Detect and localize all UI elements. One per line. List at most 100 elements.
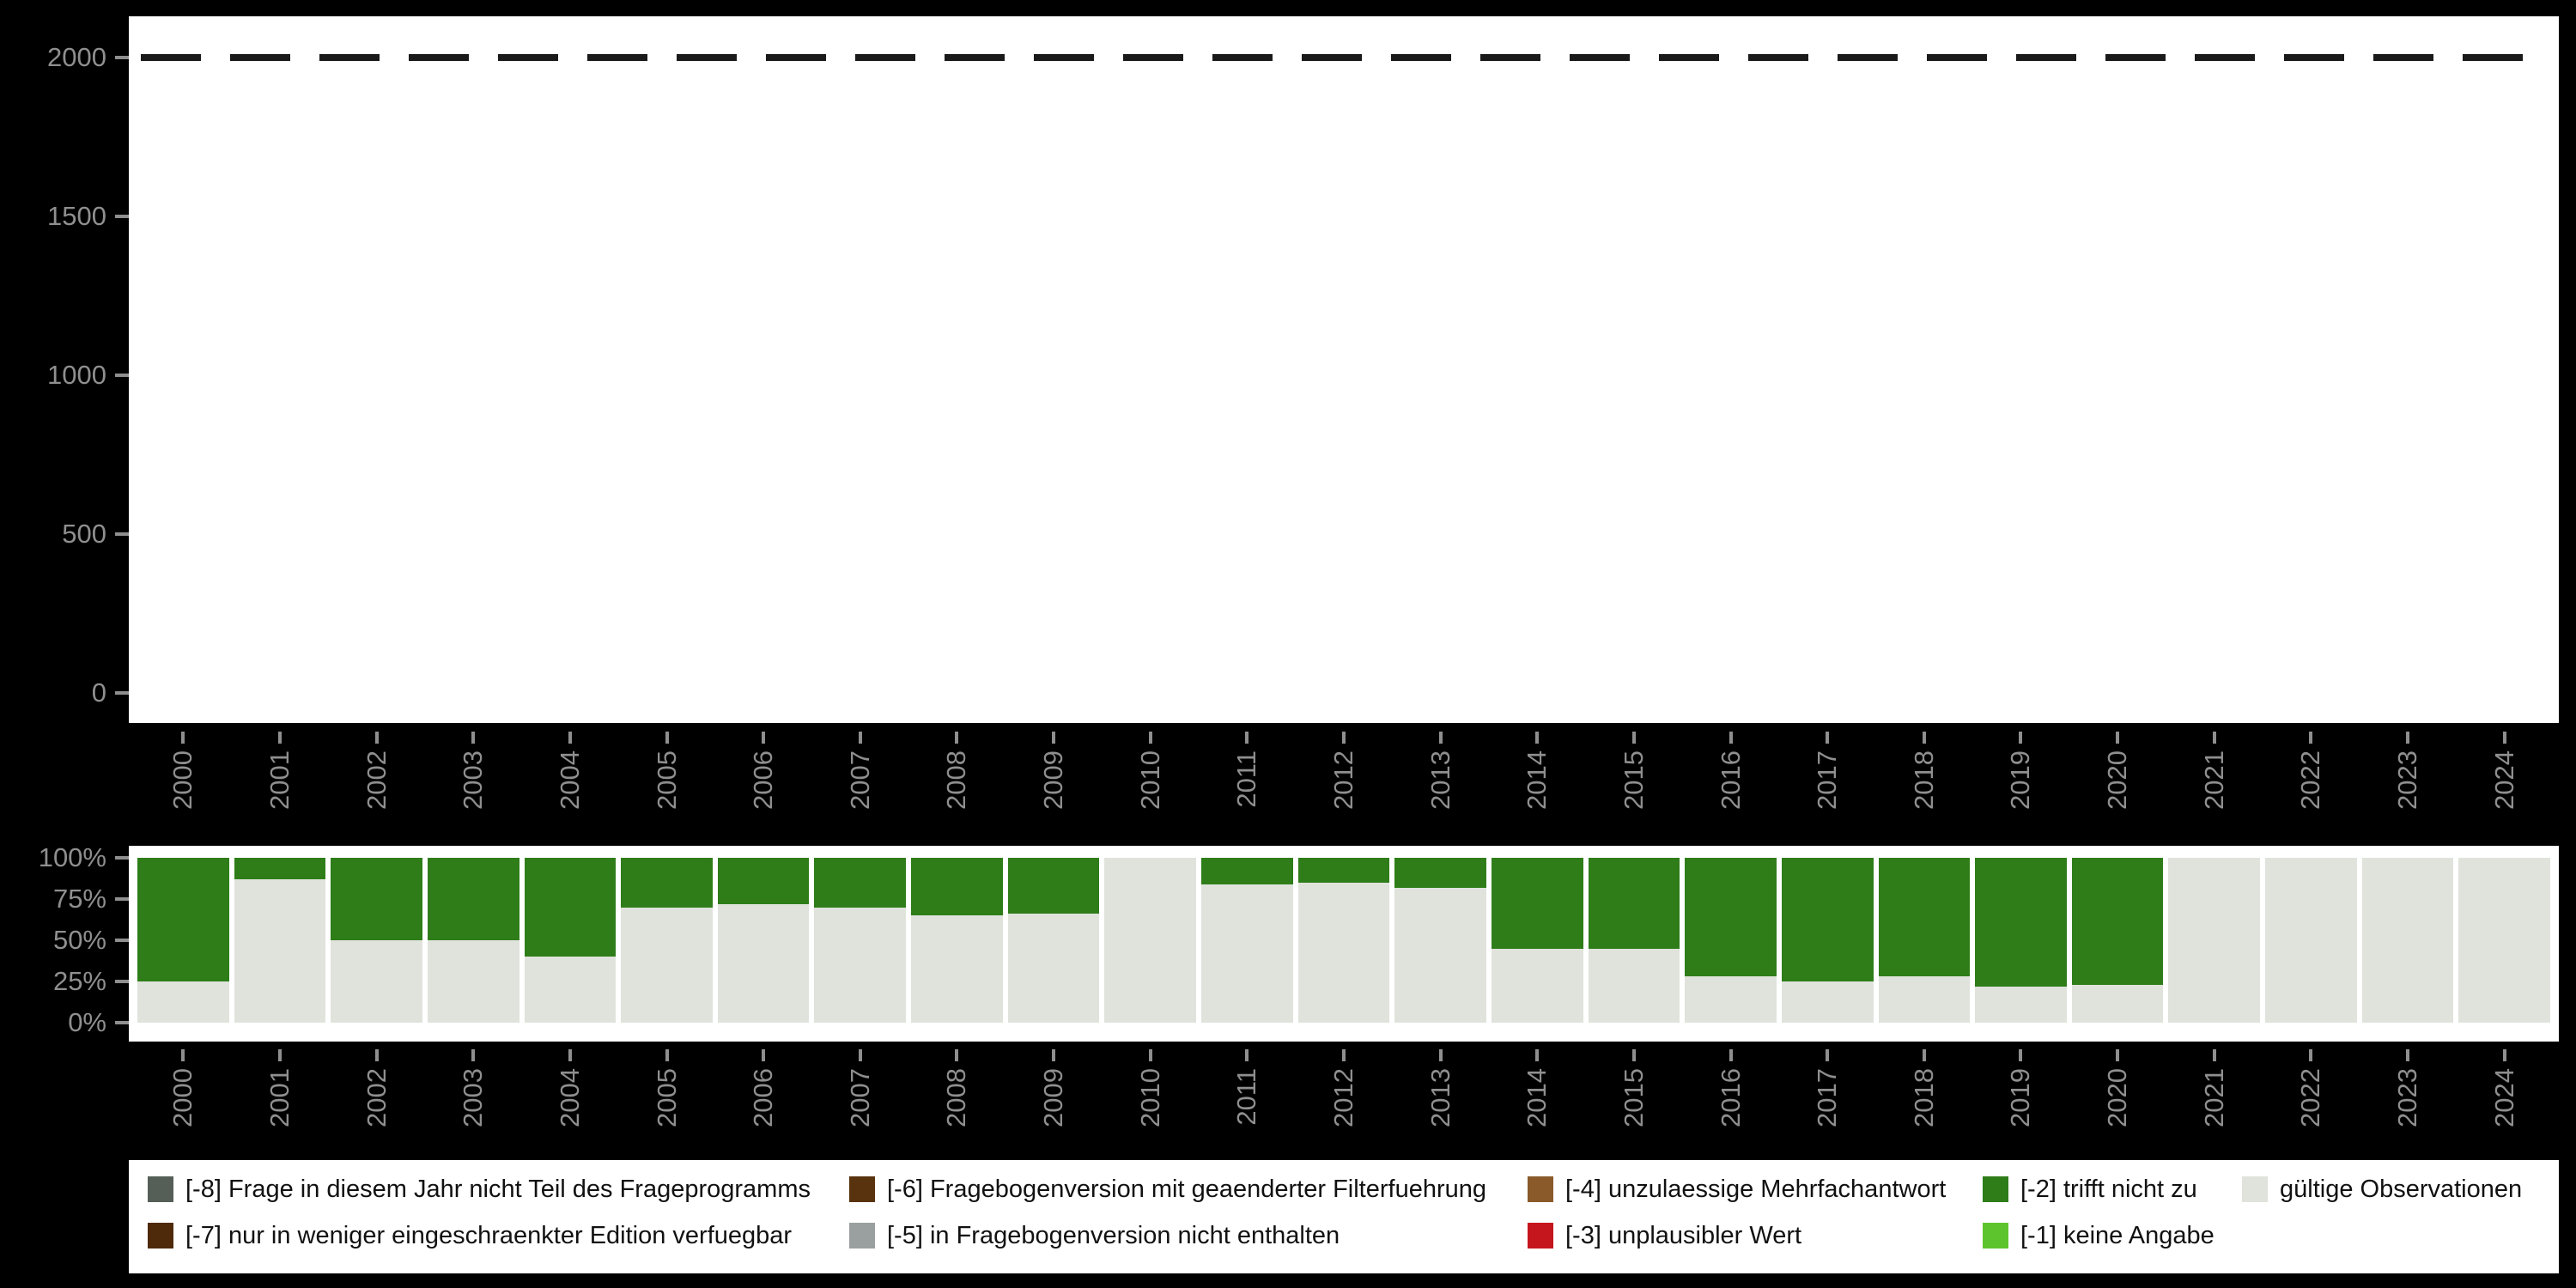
x-tick-label: 2008 xyxy=(941,1068,972,1127)
tick-mark xyxy=(1826,732,1830,744)
x-tick-label: 2012 xyxy=(1328,1068,1358,1127)
x-tick-label: 2011 xyxy=(1231,750,1262,808)
bar-2018 xyxy=(1878,858,1971,1023)
bar-segment-missing xyxy=(137,858,229,981)
x-tick: 2019 xyxy=(1975,732,2067,843)
x-tick-label: 2022 xyxy=(2295,1068,2326,1127)
x-tick-label: 2021 xyxy=(2198,750,2229,810)
bar-2022 xyxy=(2265,858,2357,1023)
top-x-axis: 2000 2001 2002 2003 2004 2005 2006 2007 2008 2009… xyxy=(129,732,2559,843)
y-tick-label: 1000 xyxy=(47,360,106,390)
bar-2021 xyxy=(2168,858,2261,1023)
legend-swatch xyxy=(148,1176,173,1202)
legend-swatch xyxy=(849,1223,875,1249)
bar-segment-missing xyxy=(331,858,422,940)
tick-mark xyxy=(115,532,129,536)
x-tick-label: 2005 xyxy=(651,750,682,810)
x-tick-label: 2001 xyxy=(264,750,295,810)
x-tick: 2006 xyxy=(718,1049,810,1161)
bar-segment-missing xyxy=(1394,858,1486,888)
legend-item: [-4] unzulaessige Mehrfachantwort xyxy=(1528,1174,1946,1205)
x-tick-label: 2002 xyxy=(361,1068,392,1127)
x-tick: 2016 xyxy=(1685,1049,1777,1161)
x-tick-label: 2014 xyxy=(1522,1068,1552,1127)
tick-mark xyxy=(2406,1049,2410,1061)
legend-swatch xyxy=(1528,1223,1553,1249)
x-tick-label: 2005 xyxy=(651,1068,682,1127)
legend-label: [-4] unzulaessige Mehrfachantwort xyxy=(1565,1175,1947,1203)
tick-mark xyxy=(1052,1049,1056,1061)
x-tick: 2008 xyxy=(911,1049,1003,1161)
x-tick: 2011 xyxy=(1201,732,1293,843)
x-tick-label: 2019 xyxy=(2005,1068,2036,1127)
bar-segment-missing xyxy=(814,858,907,908)
x-tick: 2016 xyxy=(1685,732,1777,843)
tick-mark xyxy=(762,732,766,744)
legend-box: [-8] Frage in diesem Jahr nicht Teil des… xyxy=(129,1160,2559,1273)
x-tick-label: 2023 xyxy=(2392,1068,2423,1127)
bar-segment-missing xyxy=(1975,858,2067,987)
bar-segment-valid xyxy=(1491,948,1583,1023)
bar-2000 xyxy=(137,858,229,1023)
bar-2017 xyxy=(1781,858,1874,1023)
tick-mark xyxy=(1245,1049,1249,1061)
bar-segment-valid xyxy=(2458,858,2551,1023)
bar-segment-missing xyxy=(1781,858,1874,981)
x-tick: 2001 xyxy=(234,732,326,843)
x-tick-label: 2018 xyxy=(1908,1068,1939,1127)
tick-mark xyxy=(1922,1049,1926,1061)
tick-mark xyxy=(1922,732,1926,744)
y-tick-label: 75% xyxy=(52,884,106,914)
x-tick-label: 2022 xyxy=(2295,750,2326,810)
tick-mark xyxy=(1631,1049,1636,1061)
bottom-chart-panel xyxy=(129,846,2559,1042)
tick-mark xyxy=(2406,732,2410,744)
bar-segment-valid xyxy=(2265,858,2357,1023)
y-tick-label: 1500 xyxy=(47,201,106,231)
x-tick-label: 2024 xyxy=(2488,1068,2519,1127)
x-tick: 2021 xyxy=(2168,732,2260,843)
x-tick: 2024 xyxy=(2458,1049,2550,1161)
x-tick: 2018 xyxy=(1879,1049,1971,1161)
stacked-bars-row xyxy=(137,858,2551,1023)
y-tick: 1500 xyxy=(47,199,129,234)
bar-2007 xyxy=(814,858,907,1023)
tick-mark xyxy=(277,1049,282,1061)
x-tick: 2004 xyxy=(525,1049,617,1161)
x-tick: 2007 xyxy=(814,1049,906,1161)
x-tick-label: 2008 xyxy=(941,750,972,810)
x-tick: 2007 xyxy=(814,732,906,843)
y-tick-label: 0% xyxy=(68,1007,106,1037)
tick-mark xyxy=(115,897,129,901)
bar-2024 xyxy=(2458,858,2551,1023)
legend-swatch xyxy=(1983,1223,2008,1249)
legend-swatch xyxy=(2242,1176,2268,1202)
tick-mark xyxy=(1052,732,1056,744)
tick-mark xyxy=(955,1049,959,1061)
y-tick-label: 100% xyxy=(38,842,106,872)
tick-mark xyxy=(115,374,129,377)
bar-2001 xyxy=(234,858,326,1023)
legend-label: [-6] Fragebogenversion mit geaenderter F… xyxy=(887,1175,1486,1203)
x-tick: 2010 xyxy=(1104,1049,1196,1161)
bar-2014 xyxy=(1491,858,1583,1023)
legend-item: [-5] in Fragebogenversion nicht enthalte… xyxy=(849,1220,1340,1251)
x-tick: 2005 xyxy=(621,732,713,843)
x-tick: 2009 xyxy=(1008,1049,1100,1161)
x-tick: 2009 xyxy=(1008,732,1100,843)
tick-mark xyxy=(2309,732,2313,744)
x-tick-label: 2016 xyxy=(1715,1068,1746,1127)
legend-item: [-6] Fragebogenversion mit geaenderter F… xyxy=(849,1174,1486,1205)
y-tick: 0 xyxy=(92,676,129,710)
bar-segment-valid xyxy=(1975,986,2067,1023)
tick-mark xyxy=(955,732,959,744)
x-tick-label: 2006 xyxy=(748,750,779,810)
y-tick: 75% xyxy=(53,882,129,916)
bar-segment-valid xyxy=(1201,884,1293,1023)
x-tick: 2023 xyxy=(2362,1049,2454,1161)
bar-segment-valid xyxy=(717,903,810,1023)
tick-mark xyxy=(2212,1049,2216,1061)
x-tick-label: 2020 xyxy=(2102,750,2133,810)
tick-mark xyxy=(1148,732,1152,744)
